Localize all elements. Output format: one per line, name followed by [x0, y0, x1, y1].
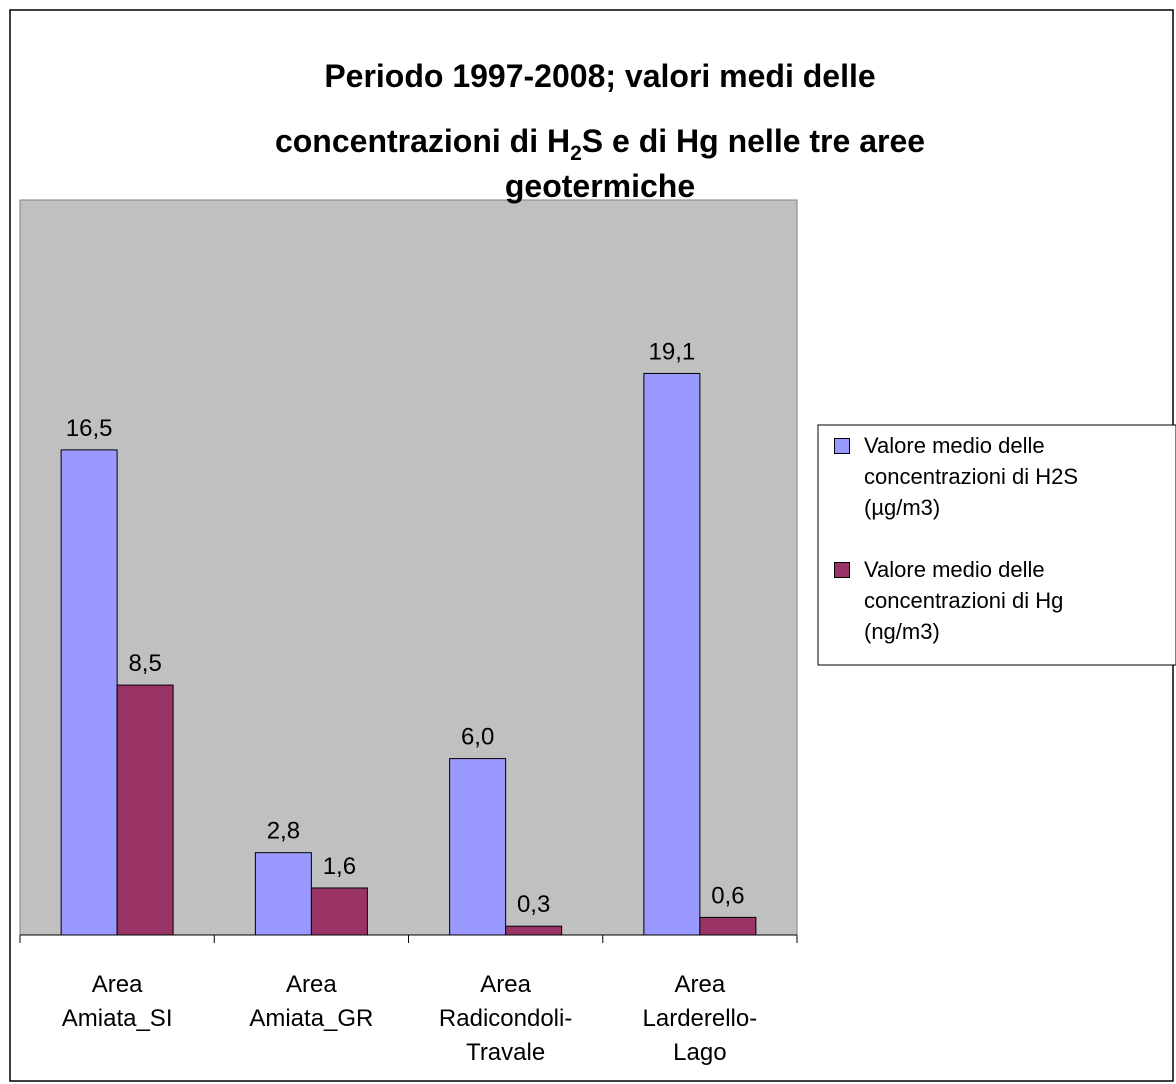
title-part: concentrazioni di H [275, 123, 570, 159]
legend-box [817, 424, 1176, 666]
bar [60, 449, 118, 936]
bar [254, 852, 312, 936]
x-tick-label: Area Radicondoli-Travale [438, 971, 573, 1066]
data-label: 6,0 [461, 724, 494, 751]
data-label: 19,1 [649, 338, 696, 365]
chart-title: concentrazioni di H2S e di Hg nelle tre … [275, 123, 925, 165]
x-tick-label: Area Amiata_SI [61, 971, 173, 1032]
bar [116, 684, 174, 936]
data-label: 1,6 [323, 853, 356, 880]
legend-swatch [834, 438, 850, 454]
data-label: 0,6 [711, 882, 744, 909]
chart-title: Periodo 1997-2008; valori medi delle [324, 58, 875, 94]
data-label: 8,5 [128, 650, 161, 677]
bar [643, 372, 701, 936]
legend-swatch [834, 562, 850, 578]
x-tick-label: Area Amiata_GR [249, 971, 374, 1032]
legend-label: Valore medio delle concentrazioni di H2S… [864, 433, 1079, 520]
title-part: 2 [570, 142, 582, 165]
bar [449, 758, 507, 936]
bar [310, 887, 368, 936]
data-label: 0,3 [517, 891, 550, 918]
legend-label: Valore medio delle concentrazioni di Hg … [864, 557, 1064, 644]
title-part: S e di Hg nelle tre aree [582, 123, 925, 159]
chart-title: geotermiche [505, 168, 695, 204]
x-tick-label: Area Larderello-Lago [642, 971, 758, 1066]
bar [699, 916, 757, 936]
data-label: 16,5 [66, 415, 113, 442]
bar [505, 925, 563, 936]
data-label: 2,8 [267, 818, 300, 845]
